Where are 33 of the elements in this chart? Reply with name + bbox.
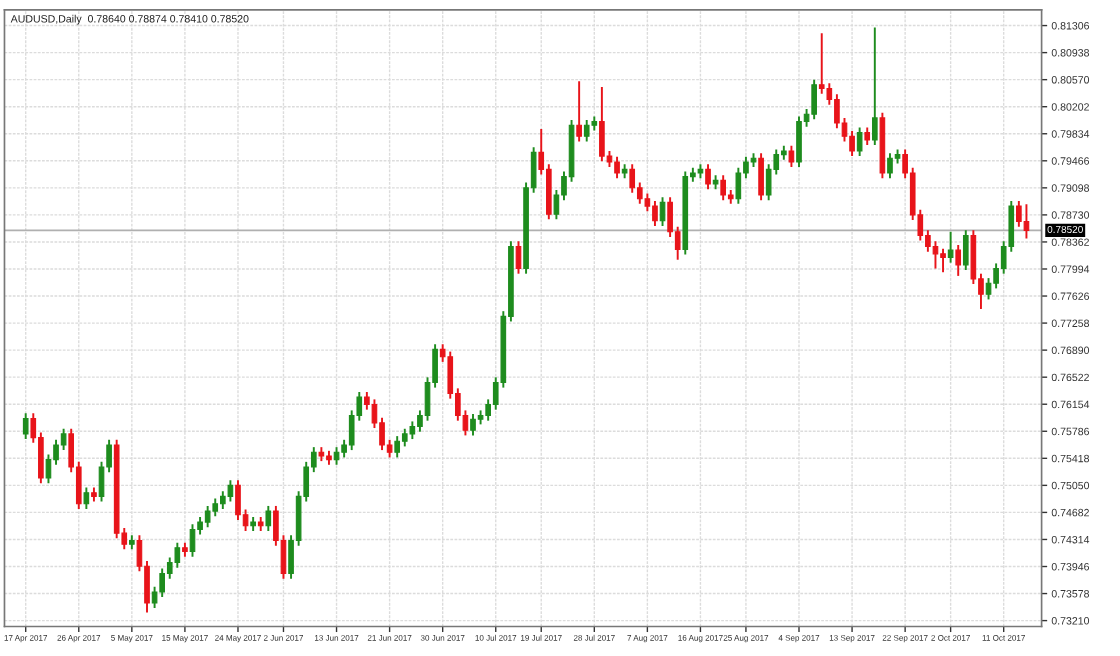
candlestick: [235, 479, 241, 521]
candlestick: [871, 26, 878, 147]
candlestick: [470, 413, 476, 437]
candlestick: [629, 163, 636, 194]
candlestick: [576, 80, 582, 143]
candlestick: [788, 144, 795, 169]
candlestick: [705, 163, 711, 191]
candlestick: [583, 119, 590, 143]
candlestick: [955, 244, 962, 277]
candlestick: [887, 152, 893, 180]
candlestick: [1023, 203, 1030, 240]
candlestick: [720, 174, 727, 202]
candlestick: [60, 427, 67, 452]
candlestick: [204, 504, 211, 529]
candlestick: [834, 93, 840, 130]
candlestick: [227, 479, 234, 503]
candlestick: [758, 152, 764, 202]
candlestick: [652, 199, 658, 227]
candlestick: [932, 240, 939, 270]
candlestick: [856, 126, 863, 158]
candlestick: [599, 86, 605, 163]
candlestick: [735, 166, 742, 205]
candlestick: [83, 486, 90, 510]
candlestick: [962, 229, 969, 271]
candlestick: [940, 247, 946, 274]
candlestick: [394, 435, 401, 459]
candlestick: [796, 115, 802, 169]
candlestick: [947, 230, 954, 264]
candlestick: [614, 155, 620, 180]
candlestick: [22, 412, 29, 441]
candlestick: [849, 130, 855, 158]
candlestick: [811, 78, 817, 121]
candlestick: [265, 504, 272, 532]
